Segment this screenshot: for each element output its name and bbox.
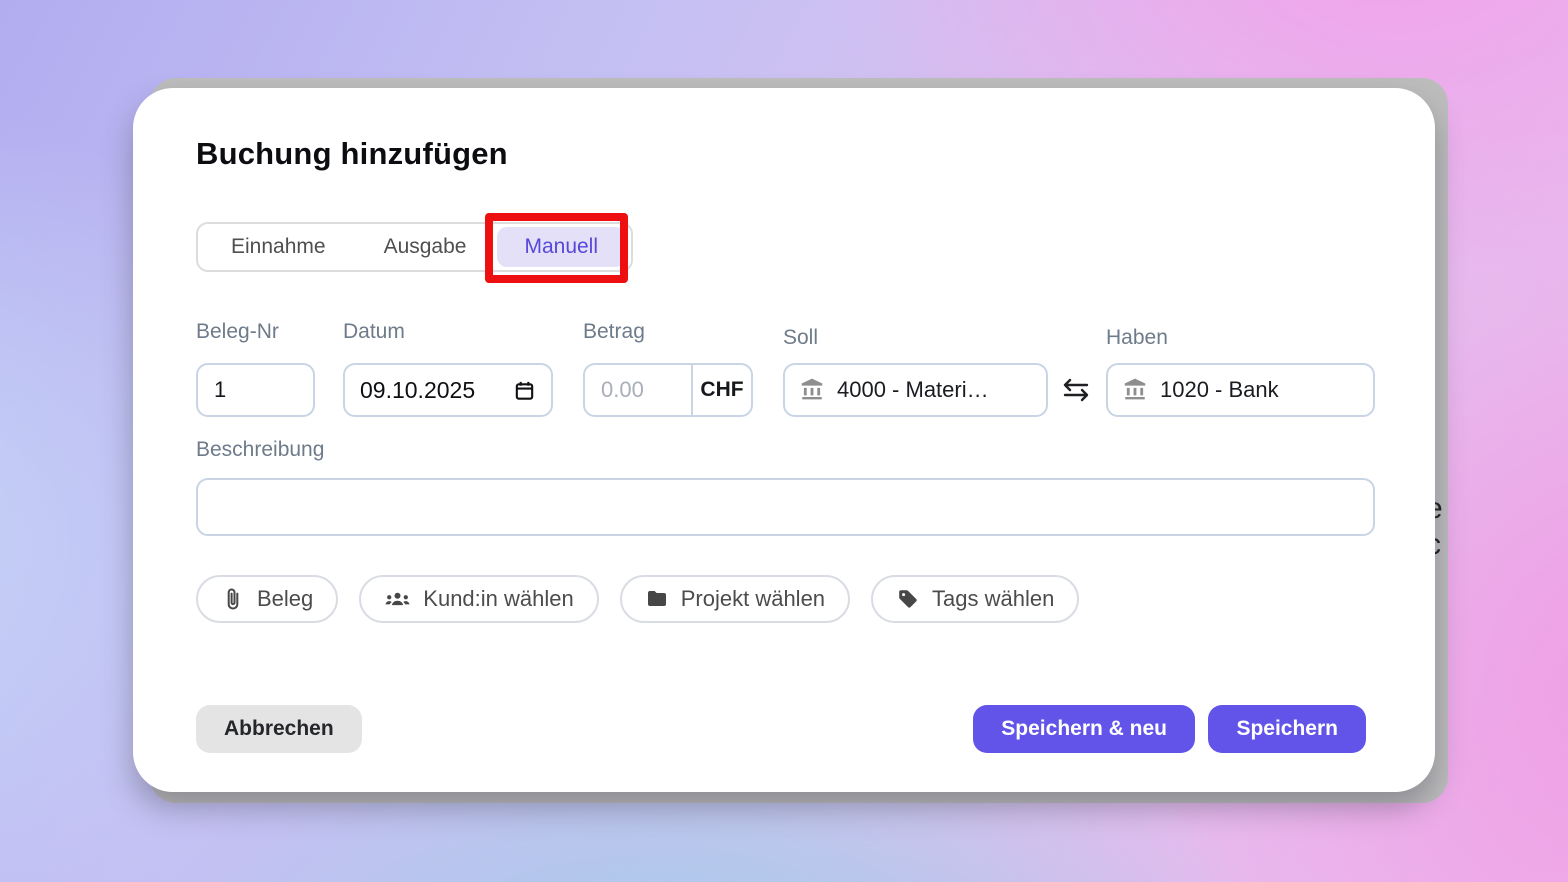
beschreibung-label: Beschreibung	[196, 438, 325, 461]
beleg-attachment-chip[interactable]: Beleg	[196, 575, 339, 623]
bank-icon	[1122, 377, 1148, 403]
tab-manuell[interactable]: Manuell	[497, 227, 626, 267]
select-tags-chip[interactable]: Tags wählen	[871, 575, 1080, 623]
betrag-label: Betrag	[583, 320, 645, 343]
swap-accounts-icon[interactable]	[1059, 375, 1093, 405]
modal-title: Buchung hinzufügen	[196, 136, 508, 171]
tab-ausgabe[interactable]: Ausgabe	[357, 227, 494, 267]
datum-value: 09.10.2025	[360, 376, 476, 403]
soll-account-select[interactable]: 4000 - Materi…	[783, 363, 1048, 417]
soll-label: Soll	[783, 326, 819, 349]
haben-account-value: 1020 - Bank	[1160, 377, 1279, 402]
option-chips-row: Beleg Kund:in wählen	[196, 575, 1080, 623]
haben-account-select[interactable]: 1020 - Bank	[1106, 363, 1375, 417]
beleg-nr-label: Beleg-Nr	[196, 320, 279, 343]
chip-label: Tags wählen	[932, 586, 1055, 611]
beschreibung-input[interactable]	[196, 478, 1375, 536]
tag-icon	[896, 587, 920, 611]
soll-account-value: 4000 - Materi…	[837, 377, 989, 402]
chip-label: Kund:in wählen	[423, 586, 574, 611]
folder-icon	[645, 587, 669, 611]
betrag-input[interactable]	[585, 365, 691, 415]
datum-field[interactable]: 09.10.2025	[343, 363, 553, 417]
save-and-new-button[interactable]: Speichern & neu	[973, 705, 1195, 753]
cancel-button[interactable]: Abbrechen	[196, 705, 362, 753]
haben-label: Haben	[1106, 326, 1168, 349]
beleg-nr-field	[196, 363, 315, 417]
tab-einnahme[interactable]: Einnahme	[204, 227, 353, 267]
select-project-chip[interactable]: Projekt wählen	[619, 575, 851, 623]
add-booking-modal: Buchung hinzufügen Einnahme Ausgabe Manu…	[133, 88, 1435, 792]
bank-icon	[799, 377, 825, 403]
booking-type-tabbar: Einnahme Ausgabe Manuell	[196, 222, 634, 272]
paperclip-icon	[221, 587, 245, 611]
beleg-nr-input[interactable]	[198, 365, 313, 415]
select-customer-chip[interactable]: Kund:in wählen	[359, 575, 599, 623]
chip-label: Projekt wählen	[680, 586, 826, 611]
currency-suffix: CHF	[691, 365, 751, 415]
betrag-field: CHF	[583, 363, 753, 417]
people-icon	[384, 587, 411, 611]
calendar-icon[interactable]	[513, 379, 536, 402]
save-button[interactable]: Speichern	[1208, 705, 1366, 753]
datum-label: Datum	[343, 320, 405, 343]
chip-label: Beleg	[257, 586, 314, 611]
